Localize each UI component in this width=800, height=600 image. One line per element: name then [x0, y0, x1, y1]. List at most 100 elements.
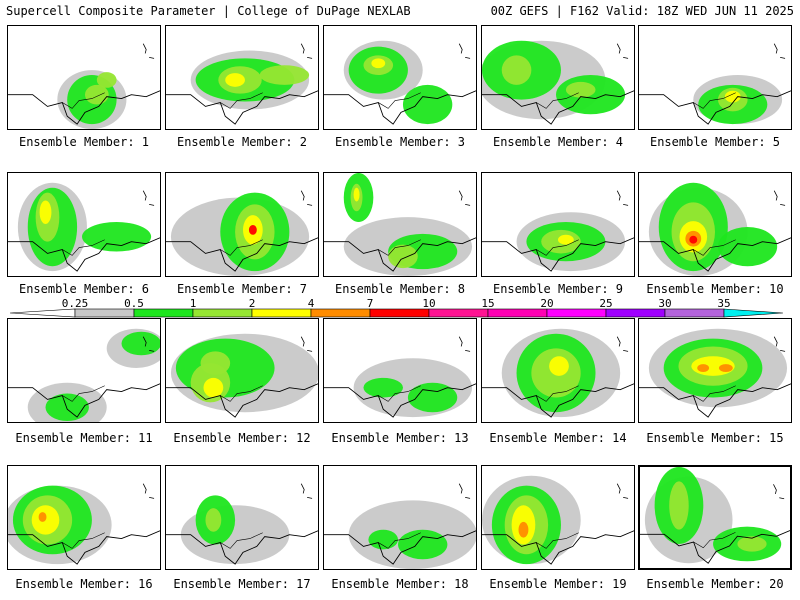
color-scale-legend: 0.25 0.5 1 2 4 7 10 15 20 25 30 35	[9, 298, 784, 318]
colorbar-segment	[133, 308, 194, 318]
coastline-border	[639, 90, 791, 125]
lake-outline	[458, 336, 471, 352]
scp-contour-area	[121, 331, 160, 356]
panel-caption: Ensemble Member: 12	[173, 431, 311, 445]
state-border	[536, 385, 579, 402]
ensemble-map-panel	[481, 465, 635, 570]
lake-outline	[773, 336, 786, 352]
state-border	[62, 532, 105, 549]
lake-outline	[300, 483, 313, 499]
panel-caption: Ensemble Member: 8	[334, 282, 466, 296]
map-canvas	[482, 40, 634, 125]
panel-caption: Ensemble Member: 11	[15, 431, 153, 445]
colorbar-left-arrow	[9, 308, 76, 318]
panel-caption: Ensemble Member: 3	[334, 135, 466, 149]
colorbar-tick-label: 20	[540, 298, 553, 310]
coastline-border	[639, 237, 791, 272]
coastline-border	[324, 530, 476, 565]
colorbar-tick-label: 0.25	[62, 298, 89, 310]
map-canvas	[324, 483, 476, 569]
state-border	[220, 92, 263, 109]
scp-contour-area	[407, 382, 458, 413]
colorbar-tick-label: 30	[658, 298, 671, 310]
lake-outline	[142, 190, 155, 206]
state-border	[62, 385, 105, 402]
scp-contour-area	[82, 222, 152, 252]
coastline-border	[324, 383, 476, 418]
state-border	[220, 239, 263, 256]
coastline-border	[482, 530, 634, 565]
panel-caption: Ensemble Member: 14	[489, 431, 627, 445]
panel-caption: Ensemble Member: 9	[492, 282, 624, 296]
map-canvas	[640, 467, 790, 564]
coastline-border	[8, 90, 160, 125]
ensemble-map-panel	[481, 25, 635, 130]
colorbar-segment	[605, 308, 666, 318]
state-border	[536, 92, 579, 109]
map-canvas	[324, 173, 476, 276]
scp-contour-area	[549, 356, 569, 376]
coastline-border	[482, 237, 634, 272]
coastline-border	[8, 237, 160, 272]
scp-contour-area	[205, 508, 222, 532]
ensemble-map-panel	[323, 318, 477, 423]
map-canvas	[324, 336, 476, 418]
lake-outline	[616, 483, 629, 499]
state-border	[693, 92, 736, 109]
scp-contour-area	[717, 226, 778, 267]
state-border	[378, 92, 421, 109]
colorbar-right-arrow	[723, 308, 784, 318]
state-border	[536, 532, 579, 549]
scp-contour-area	[84, 84, 109, 105]
colorbar-segment	[428, 308, 489, 318]
colorbar-segment	[192, 308, 253, 318]
map-canvas	[639, 328, 791, 418]
panel-caption: Ensemble Member: 2	[176, 135, 308, 149]
panel-caption: Ensemble Member: 20	[646, 577, 784, 591]
scp-contour-area	[259, 65, 310, 85]
ensemble-map-panel	[7, 465, 161, 570]
state-border	[693, 532, 736, 549]
panel-caption: Ensemble Member: 17	[173, 577, 311, 591]
ensemble-map-panel	[638, 172, 792, 277]
ensemble-map-panel	[165, 318, 319, 423]
ensemble-map-panel	[638, 318, 792, 423]
panel-caption: Ensemble Member: 6	[18, 282, 150, 296]
map-canvas	[482, 190, 634, 272]
panel-caption: Ensemble Member: 7	[176, 282, 308, 296]
state-border	[378, 532, 421, 549]
state-border	[536, 239, 579, 256]
coastline-border	[324, 90, 476, 125]
lake-outline	[773, 43, 786, 59]
lake-outline	[300, 43, 313, 59]
ensemble-map-panel	[481, 172, 635, 277]
panel-caption: Ensemble Member: 1	[18, 135, 150, 149]
scp-contour-area	[669, 481, 689, 530]
scp-contour-area	[697, 364, 710, 372]
colorbar-tick-label: 1	[190, 298, 197, 310]
ensemble-map-panel	[165, 465, 319, 570]
lake-outline	[616, 190, 629, 206]
map-canvas	[8, 483, 160, 565]
map-canvas	[166, 43, 318, 125]
colorbar-tick-label: 4	[308, 298, 315, 310]
scp-contour-area	[200, 351, 231, 375]
ensemble-map-panel	[7, 318, 161, 423]
state-border	[62, 239, 105, 256]
ensemble-map-panel	[165, 172, 319, 277]
panel-caption: Ensemble Member: 18	[331, 577, 469, 591]
map-canvas	[8, 328, 160, 422]
map-canvas	[166, 333, 318, 418]
coastline-border	[640, 530, 790, 564]
header-valid-time: 00Z GEFS | F162 Valid: 18Z WED JUN 11 20…	[490, 4, 794, 18]
ensemble-map-panel	[323, 25, 477, 130]
lake-outline	[142, 336, 155, 352]
state-border	[378, 239, 421, 256]
scp-contour-area	[353, 187, 360, 202]
ensemble-map-panel	[323, 465, 477, 570]
colorbar-tick-label: 25	[599, 298, 612, 310]
scp-contour-area	[402, 84, 453, 125]
lake-outline	[773, 190, 786, 206]
scp-contour-area	[718, 364, 733, 372]
coastline-border	[166, 237, 318, 272]
